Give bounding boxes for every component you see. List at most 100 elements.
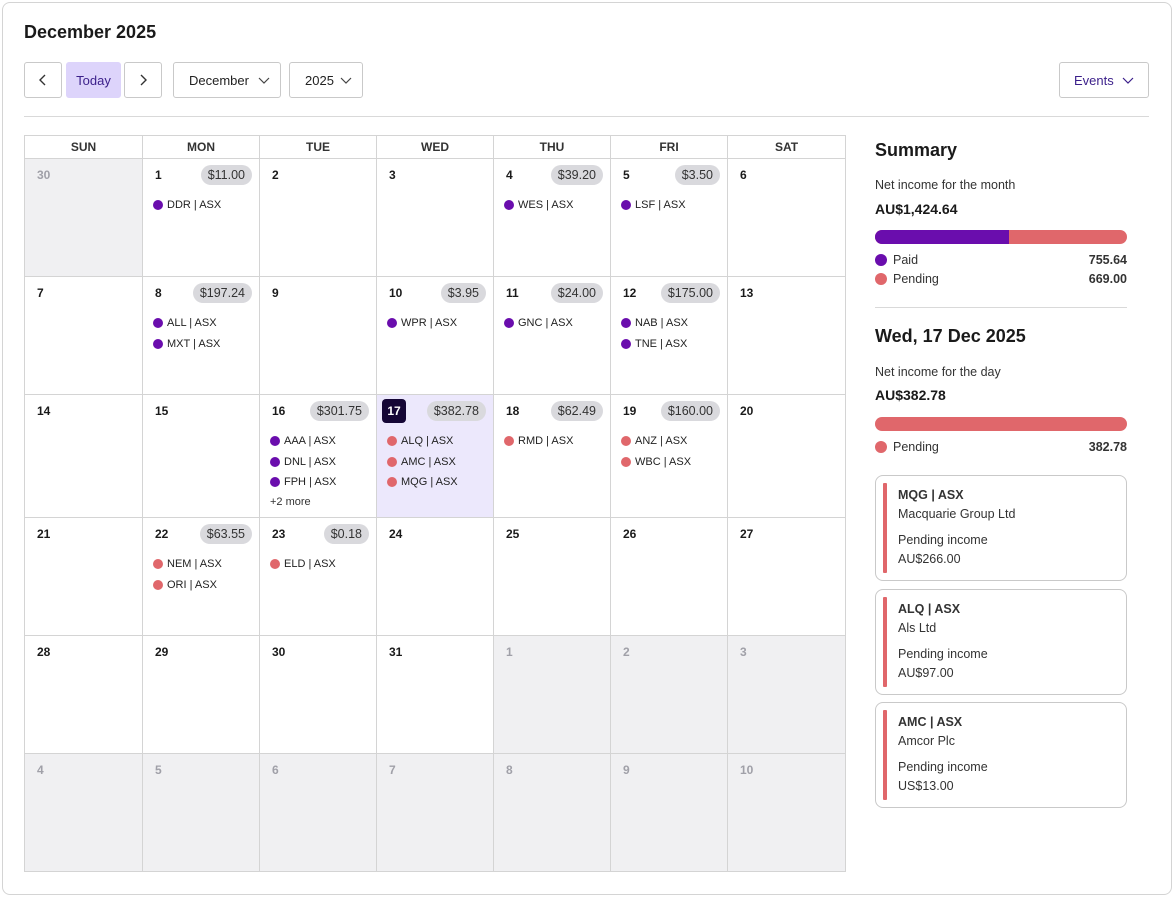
event-item[interactable]: GNC | ASX <box>504 313 573 334</box>
event-item[interactable]: NEM | ASX <box>153 554 222 575</box>
day-number: 2 <box>272 168 279 182</box>
event-item[interactable]: ANZ | ASX <box>621 431 691 452</box>
calendar-day-cell[interactable]: 5 <box>143 754 260 871</box>
paid-dot-icon <box>270 456 280 467</box>
prev-month-button[interactable] <box>24 62 62 98</box>
income-card[interactable]: MQG | ASX Macquarie Group Ltd Pending inco… <box>875 475 1127 581</box>
calendar-day-cell[interactable]: 30 <box>25 159 143 277</box>
event-item[interactable]: AAA | ASX <box>270 431 336 452</box>
event-item[interactable]: ALL | ASX <box>153 313 220 334</box>
calendar-day-cell[interactable]: 8 <box>494 754 611 871</box>
today-button[interactable]: Today <box>66 62 121 98</box>
event-item[interactable]: DNL | ASX <box>270 452 336 473</box>
calendar-day-cell[interactable]: 2 <box>611 636 728 754</box>
calendar-day-cell[interactable]: 31 <box>377 636 494 754</box>
calendar-day-cell[interactable]: 3 <box>728 636 845 754</box>
day-number: 1 <box>506 645 513 659</box>
weekday-label: SAT <box>774 140 799 154</box>
calendar-day-cell[interactable]: 6 <box>728 159 845 277</box>
calendar-day-cell[interactable]: 28 <box>25 636 143 754</box>
paid-dot-icon <box>387 318 397 329</box>
calendar-day-cell[interactable]: 10 $3.95 WPR | ASX <box>377 277 494 395</box>
calendar-day-cell[interactable]: 12 $175.00 NAB | ASX TNE | ASX <box>611 277 728 395</box>
event-item[interactable]: MQG | ASX <box>387 472 458 493</box>
calendar-day-cell[interactable]: 20 <box>728 395 845 518</box>
calendar-day-cell[interactable]: 21 <box>25 518 143 636</box>
day-number: 27 <box>740 527 754 541</box>
calendar-day-cell[interactable]: 10 <box>728 754 845 871</box>
event-label: ELD | ASX <box>284 558 336 571</box>
card-ticker: MQG | ASX <box>898 488 964 502</box>
more-events-link[interactable]: +2 more <box>270 495 311 508</box>
events-dropdown-button[interactable]: Events <box>1059 62 1149 98</box>
calendar-day-cell[interactable]: 17 $382.78 ALQ | ASX AMC | ASX MQG | ASX <box>377 395 494 518</box>
event-item[interactable]: ORI | ASX <box>153 575 222 596</box>
event-item[interactable]: ALQ | ASX <box>387 431 458 452</box>
event-item[interactable]: NAB | ASX <box>621 313 688 334</box>
income-card[interactable]: ALQ | ASX Als Ltd Pending income AU$97.00 <box>875 589 1127 695</box>
chevron-right-icon <box>140 74 147 86</box>
calendar-day-cell[interactable]: 16 $301.75 AAA | ASX DNL | ASX FPH | ASX +2 m… <box>260 395 377 518</box>
calendar-day-cell[interactable]: 9 <box>260 277 377 395</box>
calendar-day-cell[interactable]: 11 $24.00 GNC | ASX <box>494 277 611 395</box>
card-ticker: ALQ | ASX <box>898 602 961 616</box>
month-select[interactable]: December <box>173 62 281 98</box>
calendar-day-cell[interactable]: 19 $160.00 ANZ | ASX WBC | ASX <box>611 395 728 518</box>
day-number: 4 <box>37 763 44 777</box>
day-number: 4 <box>506 168 513 182</box>
calendar-day-cell[interactable]: 24 <box>377 518 494 636</box>
day-amount-badge: $175.00 <box>660 283 720 303</box>
weekday-label: MON <box>143 136 260 158</box>
event-item[interactable]: LSF | ASX <box>621 195 686 216</box>
day-amount-badge: $160.00 <box>660 401 720 421</box>
day-event-list: WES | ASX <box>504 195 573 216</box>
calendar-day-cell[interactable]: 22 $63.55 NEM | ASX ORI | ASX <box>143 518 260 636</box>
income-card[interactable]: AMC | ASX Amcor Plc Pending income US$13.00 <box>875 702 1127 808</box>
calendar-day-cell[interactable]: 18 $62.49 RMD | ASX <box>494 395 611 518</box>
calendar-day-cell[interactable]: 7 <box>25 277 143 395</box>
year-select[interactable]: 2025 <box>289 62 363 98</box>
calendar-day-cell[interactable]: 9 <box>611 754 728 871</box>
event-item[interactable]: DDR | ASX <box>153 195 221 216</box>
calendar-day-cell[interactable]: 30 <box>260 636 377 754</box>
calendar-day-cell[interactable]: 26 <box>611 518 728 636</box>
event-item[interactable]: WBC | ASX <box>621 452 691 473</box>
day-number: 11 <box>506 286 519 300</box>
legend-paid: Paid 755.64 <box>875 251 1127 269</box>
day-amount-badge: $62.49 <box>550 401 603 421</box>
event-item[interactable]: WPR | ASX <box>387 313 457 334</box>
event-item[interactable]: MXT | ASX <box>153 334 220 355</box>
calendar-day-cell[interactable]: 7 <box>377 754 494 871</box>
event-item[interactable]: AMC | ASX <box>387 452 458 473</box>
next-month-button[interactable] <box>124 62 162 98</box>
calendar-day-cell[interactable]: 23 $0.18 ELD | ASX <box>260 518 377 636</box>
calendar-day-cell[interactable]: 3 <box>377 159 494 277</box>
calendar-day-cell[interactable]: 15 <box>143 395 260 518</box>
day-number: 14 <box>37 404 51 418</box>
event-item[interactable]: FPH | ASX <box>270 472 336 493</box>
legend-pending-label: Pending <box>893 272 939 286</box>
calendar-day-cell[interactable]: 1 <box>494 636 611 754</box>
calendar-day-cell[interactable]: 4 $39.20 WES | ASX <box>494 159 611 277</box>
event-item[interactable]: WES | ASX <box>504 195 573 216</box>
calendar-day-cell[interactable]: 14 <box>25 395 143 518</box>
calendar-day-cell[interactable]: 1 $11.00 DDR | ASX <box>143 159 260 277</box>
pending-stripe <box>883 710 887 800</box>
event-label: NEM | ASX <box>167 558 222 571</box>
calendar-day-cell[interactable]: 8 $197.24 ALL | ASX MXT | ASX <box>143 277 260 395</box>
calendar-day-cell[interactable]: 5 $3.50 LSF | ASX <box>611 159 728 277</box>
event-label: TNE | ASX <box>635 337 688 350</box>
day-number: 3 <box>389 168 396 182</box>
event-item[interactable]: RMD | ASX <box>504 431 573 452</box>
card-status: Pending income <box>898 533 988 547</box>
event-item[interactable]: ELD | ASX <box>270 554 336 575</box>
day-amount-badge: $3.50 <box>674 165 720 185</box>
calendar-day-cell[interactable]: 4 <box>25 754 143 871</box>
calendar-day-cell[interactable]: 13 <box>728 277 845 395</box>
calendar-day-cell[interactable]: 2 <box>260 159 377 277</box>
event-item[interactable]: TNE | ASX <box>621 334 688 355</box>
calendar-day-cell[interactable]: 25 <box>494 518 611 636</box>
calendar-day-cell[interactable]: 6 <box>260 754 377 871</box>
calendar-day-cell[interactable]: 29 <box>143 636 260 754</box>
calendar-day-cell[interactable]: 27 <box>728 518 845 636</box>
